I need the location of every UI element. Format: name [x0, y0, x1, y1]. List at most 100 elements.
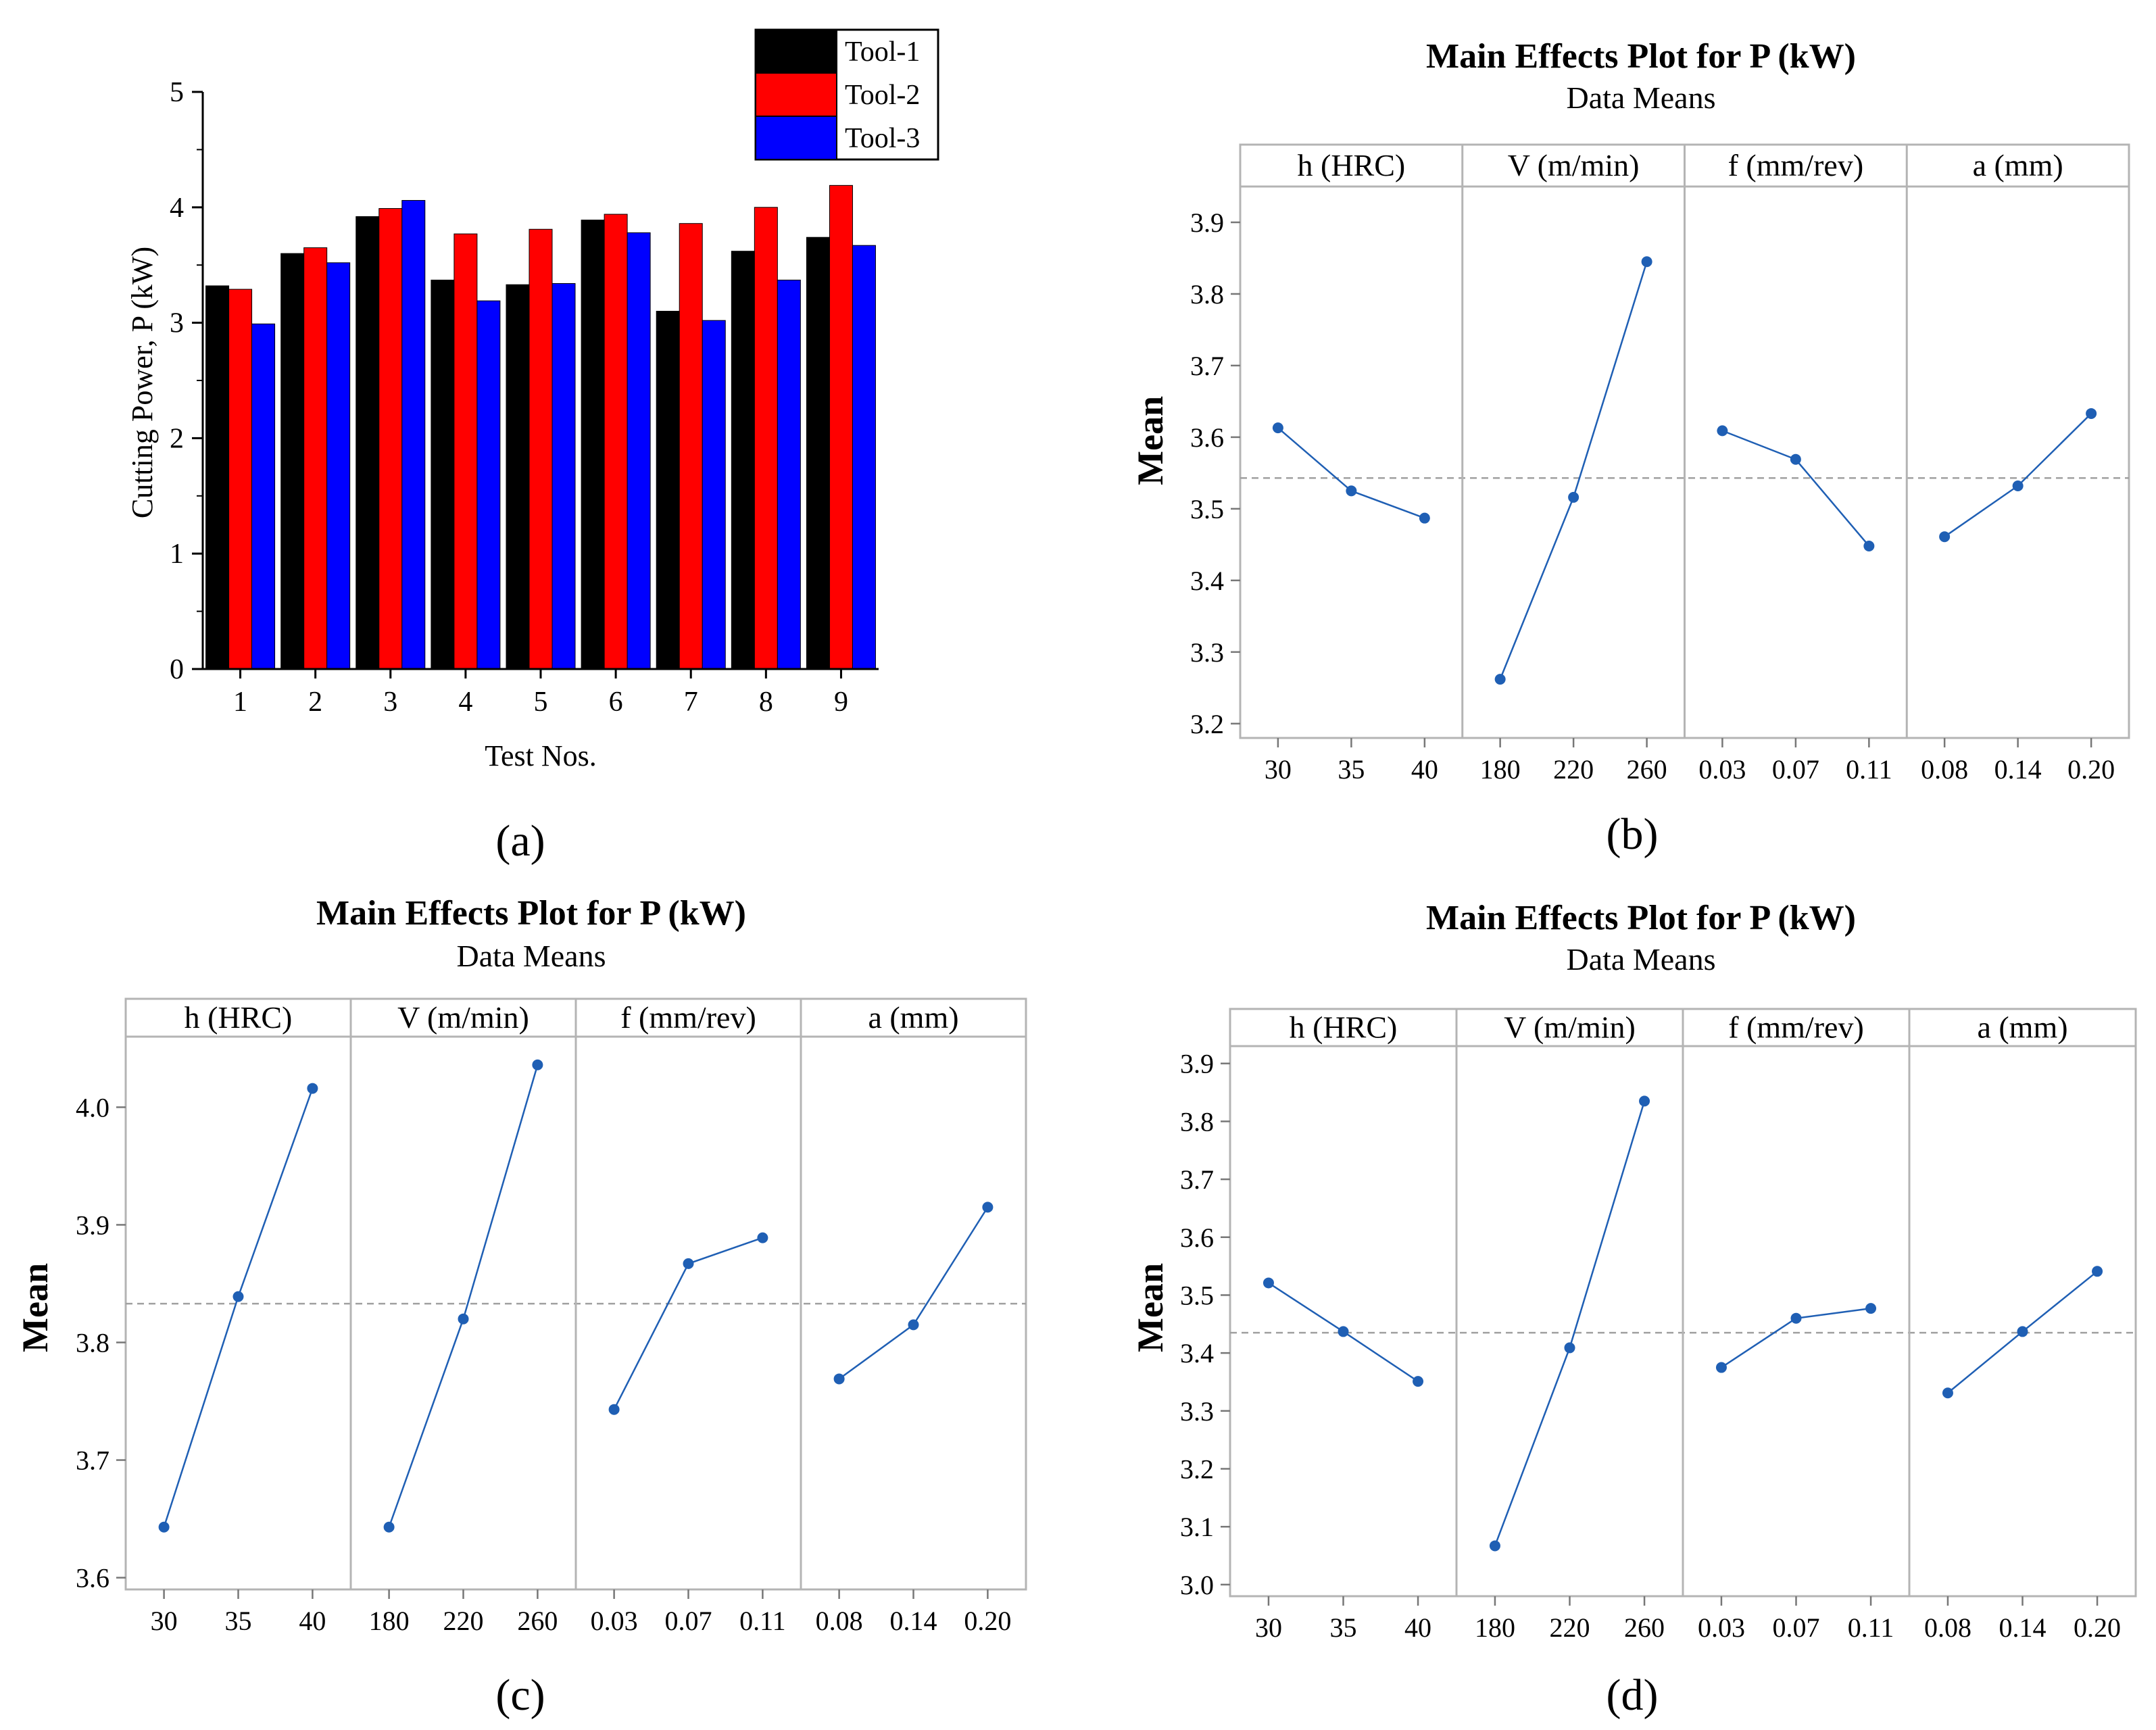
x-tick-label: 7 — [684, 687, 698, 718]
chart-subtitle: Data Means — [1567, 80, 1716, 115]
data-point — [307, 1083, 318, 1094]
effect-line-1 — [388, 1064, 539, 1528]
bar-tool-3-test-7 — [702, 320, 726, 670]
data-point — [1715, 1362, 1727, 1373]
facet-header-label: V (m/min) — [397, 1000, 529, 1035]
y-tick-label: 3.6 — [1190, 422, 1224, 453]
facet-header-label: V (m/min) — [1508, 148, 1640, 182]
effect-line-1 — [1494, 1101, 1646, 1546]
bar-group — [205, 184, 876, 670]
plot-area-b: 3.2 3.3 3.4 3.5 3.6 3.7 3.8 3.9 h (HRC) 30 35 40 V (… — [1190, 143, 2130, 785]
bar-tool-2-test-8 — [754, 207, 778, 670]
x-tick-label: 0.11 — [739, 1606, 786, 1636]
x-tick-label: 40 — [1404, 1612, 1431, 1643]
chart-subtitle: Data Means — [457, 939, 606, 973]
effect-line-3 — [838, 1206, 989, 1380]
x-tick-label: 220 — [1553, 754, 1594, 785]
x-tick-label: 0.07 — [1772, 754, 1819, 785]
y-tick-label: 3.9 — [76, 1210, 109, 1240]
data-point — [1263, 1277, 1274, 1289]
bar-chart-cutting-power: 1 2 3 4 5 6 7 8 9 0 1 2 3 4 5 Tool-1 Tool-2 Tool-3 Test … — [126, 28, 939, 866]
bar-tool-1-test-9 — [806, 237, 830, 670]
data-point — [2086, 407, 2097, 419]
data-point — [908, 1319, 919, 1331]
bar-tool-3-test-3 — [401, 200, 426, 670]
effect-line-3 — [1944, 413, 2092, 538]
legend-label: Tool-1 — [845, 36, 920, 68]
x-tick-label: 180 — [369, 1606, 410, 1636]
data-point — [1568, 491, 1579, 503]
y-axis-label: Mean — [1130, 1263, 1171, 1352]
y-tick-label: 4 — [170, 193, 184, 224]
data-point — [1413, 1376, 1424, 1387]
bar-tool-3-test-2 — [326, 262, 351, 670]
data-point — [1338, 1326, 1349, 1337]
x-tick-label: 0.11 — [1846, 754, 1892, 785]
data-point — [1272, 422, 1283, 434]
bar-tool-3-test-6 — [627, 232, 651, 670]
y-tick-label: 3.7 — [1190, 351, 1224, 381]
data-point — [982, 1202, 994, 1213]
legend-swatch-tool-1 — [755, 29, 837, 74]
data-point — [2092, 1266, 2103, 1277]
x-tick-label: 0.14 — [890, 1606, 937, 1636]
facet-header-label: a (mm) — [1977, 1010, 2067, 1045]
bar-tool-2-test-7 — [679, 223, 703, 670]
x-tick-label: 30 — [1265, 754, 1292, 785]
legend-label: Tool-2 — [845, 80, 920, 111]
facet-header-label: a (mm) — [1973, 148, 2063, 182]
x-tick-label: 180 — [1475, 1612, 1515, 1643]
bar-tool-2-test-5 — [529, 228, 553, 670]
y-tick-label: 3.5 — [1180, 1280, 1214, 1310]
y-tick-label: 3.3 — [1190, 637, 1224, 668]
x-tick-label: 4 — [458, 687, 472, 718]
y-tick-label: 3.8 — [1180, 1106, 1214, 1137]
x-tick-label: 0.20 — [964, 1606, 1011, 1636]
x-tick-label: 0.08 — [816, 1606, 863, 1636]
x-tick-label: 30 — [151, 1606, 178, 1636]
x-tick-label: 180 — [1480, 754, 1521, 785]
x-tick-label: 0.07 — [1773, 1612, 1820, 1643]
y-tick-label: 2 — [170, 423, 184, 454]
x-tick-label: 40 — [1411, 754, 1438, 785]
x-tick-label: 220 — [1550, 1612, 1590, 1643]
x-tick-label: 3 — [383, 687, 397, 718]
effect-line-1 — [1499, 261, 1648, 680]
data-point — [1639, 1095, 1650, 1107]
bar-tool-3-test-1 — [251, 323, 276, 670]
x-tick-label: 0.03 — [591, 1606, 638, 1636]
bar-tool-1-test-7 — [656, 311, 680, 670]
y-tick-label: 3.8 — [76, 1328, 109, 1358]
bar-tool-1-test-8 — [731, 251, 755, 670]
y-tick-label: 3.1 — [1180, 1512, 1214, 1542]
x-tick-label: 260 — [517, 1606, 558, 1636]
bar-tool-3-test-4 — [476, 300, 501, 670]
x-tick-label: 0.11 — [1848, 1612, 1894, 1643]
data-point — [1489, 1540, 1500, 1552]
y-tick-label: 3.0 — [1180, 1570, 1214, 1600]
effect-line-2 — [1721, 430, 1870, 547]
x-tick-label: 30 — [1255, 1612, 1282, 1643]
y-tick-label: 3.2 — [1180, 1454, 1214, 1484]
bar-tool-1-test-3 — [356, 216, 380, 670]
facet-header-label: f (mm/rev) — [620, 1000, 756, 1035]
bar-tool-1-test-2 — [280, 253, 305, 670]
chart-title: Main Effects Plot for P (kW) — [316, 894, 746, 933]
data-point — [1641, 256, 1652, 268]
data-point — [2012, 480, 2024, 491]
bar-chart-legend: Tool-1 Tool-2 Tool-3 — [754, 28, 939, 161]
panel-label-a: (a) — [495, 816, 545, 866]
panel-label-c: (c) — [495, 1671, 545, 1720]
data-point — [1790, 453, 1801, 465]
x-tick-label: 9 — [834, 687, 848, 718]
bar-tool-3-test-8 — [777, 279, 801, 670]
facet-header-label: V (m/min) — [1504, 1010, 1636, 1045]
y-tick-label: 5 — [170, 77, 184, 108]
data-point — [1494, 674, 1506, 685]
x-tick-label: 6 — [609, 687, 623, 718]
data-point — [1419, 512, 1430, 524]
effect-line-0 — [1277, 427, 1425, 519]
x-tick-label: 0.03 — [1698, 1612, 1745, 1643]
bar-tool-2-test-1 — [228, 289, 253, 670]
